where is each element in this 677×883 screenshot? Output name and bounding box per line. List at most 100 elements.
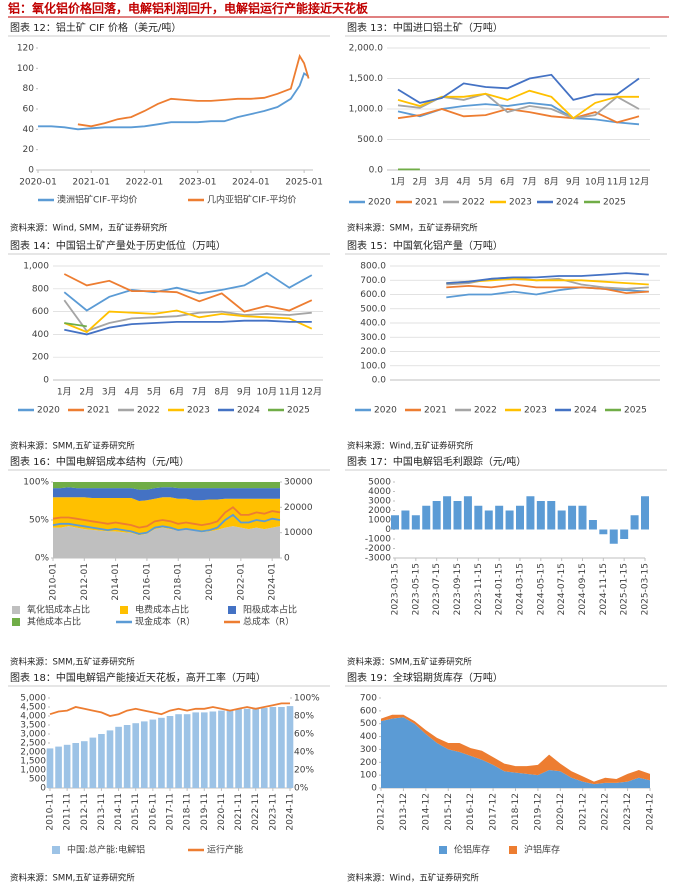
- y2-tick-label: 60%: [294, 730, 314, 740]
- legend-label: 2025: [624, 406, 647, 416]
- x-tick-label: 2022-01: [126, 178, 164, 188]
- bar: [106, 730, 114, 788]
- y-tick-label: 0%: [35, 554, 50, 564]
- legend-label: 伦铝库存: [454, 844, 490, 856]
- x-tick-label: 2016-01: [142, 563, 152, 601]
- y-tick-label: 700.0: [360, 276, 386, 286]
- legend-label: 2021: [424, 406, 447, 416]
- series-line: [446, 277, 649, 286]
- chart-source: 资料来源：Wind，五矿证券研究所: [347, 873, 479, 883]
- y-tick-label: 4,500: [20, 703, 46, 713]
- y-tick-label: 1000: [368, 516, 391, 526]
- y-tick-label: 3000: [368, 497, 391, 507]
- legend-label: 2023: [187, 406, 210, 416]
- chart-caption: 图表 14：中国铝土矿产量处于历史低位（万吨）: [10, 239, 226, 252]
- x-tick-label: 2025-01: [285, 178, 323, 188]
- chart-source: 资料来源：SMM,五矿证券研究所: [10, 873, 135, 883]
- x-tick-label: 2014-11: [114, 793, 124, 831]
- x-tick-label: 2018-01: [174, 563, 184, 601]
- y-tick-label: 300: [360, 745, 377, 755]
- legend-label: 运行产能: [207, 844, 243, 856]
- x-tick-label: 9月: [237, 387, 252, 398]
- x-tick-label: 2025-03-15: [641, 563, 651, 615]
- legend-label: 2020: [374, 406, 397, 416]
- series-area: [53, 482, 280, 490]
- series-line: [397, 101, 640, 126]
- series-line: [64, 319, 312, 336]
- legend-label: 2022: [137, 406, 160, 416]
- bar: [526, 496, 535, 530]
- bar: [115, 726, 122, 788]
- x-tick-label: 6月: [500, 177, 515, 188]
- y-tick-label: 4000: [368, 487, 391, 497]
- bar: [453, 501, 462, 530]
- y-tick-label: 100: [17, 64, 34, 74]
- bar: [269, 707, 277, 788]
- legend-label: 2022: [462, 198, 485, 208]
- bar: [484, 510, 493, 530]
- x-tick-label: 11月: [607, 177, 627, 188]
- chart-source: 资料来源：SMM,五矿证券研究所: [347, 657, 472, 668]
- x-tick-label: 9月: [566, 177, 581, 188]
- y2-tick-label: 20000: [284, 503, 313, 513]
- x-tick-label: 2018-11: [183, 793, 193, 831]
- bar: [630, 515, 639, 530]
- series-line: [38, 71, 310, 131]
- y-tick-label: 120: [17, 44, 34, 54]
- y-tick-label: 600.0: [360, 290, 386, 300]
- y-tick-label: -2000: [365, 544, 391, 554]
- y-tick-label: 100: [360, 771, 377, 781]
- x-tick-label: 2023-11-15: [474, 563, 484, 615]
- x-tick-label: 2020-01: [205, 563, 215, 601]
- x-tick-label: 2012-12: [377, 793, 387, 831]
- series-line: [64, 322, 87, 328]
- legend-label: 2020: [368, 198, 391, 208]
- x-tick-label: 12月: [302, 387, 322, 398]
- chart-caption: 图表 18：中国电解铝产能接近天花板，高开工率（万吨）: [10, 671, 266, 684]
- x-tick-label: 2019-12: [533, 793, 543, 831]
- bar: [411, 515, 420, 530]
- y-tick-label: 5,000: [20, 694, 46, 704]
- y-tick-label: 200: [32, 353, 49, 363]
- x-tick-label: 2020-12: [556, 793, 566, 831]
- legend-label: 氧化铝成本占比: [27, 604, 90, 616]
- y-tick-label: 3,500: [20, 721, 46, 731]
- y-tick-label: 500.0: [360, 304, 386, 314]
- bar: [149, 719, 157, 788]
- series-line: [397, 108, 640, 124]
- y-tick-label: 700: [360, 694, 377, 704]
- series-line: [446, 272, 649, 284]
- x-tick-label: 4月: [124, 387, 139, 398]
- x-tick-label: 2023-09-15: [453, 563, 463, 615]
- legend-label: 2025: [287, 406, 310, 416]
- x-tick-label: 2月: [79, 387, 94, 398]
- legend-swatch: [12, 618, 20, 626]
- x-tick-label: 2016-12: [466, 793, 476, 831]
- legend-label: 几内亚铝矿CIF-平均价: [207, 194, 296, 206]
- y-tick-label: 200: [360, 758, 377, 768]
- chart-caption: 图表 12：铝土矿 CIF 价格（美元/吨）: [10, 21, 181, 34]
- series-line: [63, 273, 313, 313]
- y-tick-label: 500: [29, 775, 46, 785]
- bar: [192, 712, 200, 788]
- x-tick-label: 1月: [391, 177, 406, 188]
- x-tick-label: 2021-12: [578, 793, 588, 831]
- series-line: [446, 286, 649, 299]
- x-tick-label: 2020-01: [19, 178, 57, 188]
- y-tick-label: 400: [360, 732, 377, 742]
- bar: [599, 529, 608, 535]
- legend-label: 2021: [87, 406, 110, 416]
- legend-label: 中国:总产能:电解铝: [67, 844, 145, 856]
- bar: [401, 510, 410, 530]
- bar: [505, 510, 514, 530]
- x-tick-label: 2024-09-15: [578, 563, 588, 615]
- x-tick-label: 2012-11: [80, 793, 90, 831]
- x-tick-label: 2024-12: [646, 793, 656, 831]
- bar: [55, 746, 62, 788]
- x-tick-label: 2024-11: [286, 793, 296, 831]
- x-tick-label: 2月: [413, 177, 428, 188]
- chart-caption: 图表 17：中国电解铝毛利跟踪（元/吨）: [347, 455, 526, 468]
- x-tick-label: 2024-01-15: [495, 563, 505, 615]
- series-line: [52, 506, 281, 529]
- y-tick-label: 3,000: [20, 730, 46, 740]
